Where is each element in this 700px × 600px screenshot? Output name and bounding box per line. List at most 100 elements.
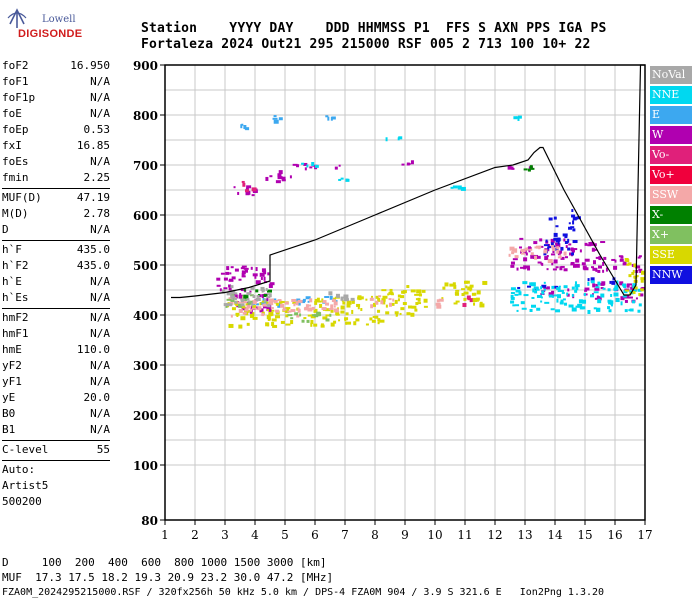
echo-point bbox=[584, 287, 590, 291]
echo-point bbox=[527, 267, 531, 271]
echo-point bbox=[310, 322, 313, 327]
echo-point bbox=[277, 173, 282, 178]
echo-point bbox=[450, 186, 454, 189]
echo-point bbox=[508, 253, 511, 257]
echo-point bbox=[530, 254, 535, 259]
echo-point bbox=[516, 309, 519, 312]
header-values: Fortaleza 2024 Out21 295 215000 RSF 005 … bbox=[141, 37, 591, 52]
echo-point bbox=[593, 248, 597, 251]
echo-point bbox=[639, 269, 642, 273]
echo-point bbox=[538, 245, 542, 248]
echo-point bbox=[520, 266, 525, 269]
echo-point bbox=[596, 295, 599, 299]
echo-point bbox=[275, 315, 281, 319]
echo-point bbox=[263, 298, 266, 303]
param-row: h`Es N/A bbox=[2, 290, 110, 306]
echo-point bbox=[246, 322, 250, 326]
param-value: N/A bbox=[90, 155, 110, 168]
echo-point bbox=[479, 303, 485, 308]
param-value: 55 bbox=[96, 443, 110, 456]
echo-point bbox=[553, 285, 559, 288]
echo-point bbox=[469, 298, 473, 303]
echo-point bbox=[410, 312, 415, 317]
echo-point bbox=[611, 258, 616, 261]
echo-point bbox=[575, 263, 580, 268]
echo-point bbox=[241, 275, 246, 278]
echo-point bbox=[410, 289, 416, 293]
param-name: foF1 bbox=[2, 75, 29, 88]
echo-point bbox=[623, 286, 627, 289]
echo-point bbox=[266, 307, 272, 312]
echo-point bbox=[325, 302, 330, 306]
echo-point bbox=[436, 304, 442, 309]
echo-point bbox=[305, 296, 311, 300]
echo-point bbox=[236, 314, 239, 318]
echo-point bbox=[539, 245, 544, 248]
param-row: h`F 435.0 bbox=[2, 242, 110, 258]
param-name: yF1 bbox=[2, 375, 22, 388]
echo-point bbox=[273, 300, 278, 304]
footer-muf: MUF 17.3 17.5 18.2 19.3 20.9 23.2 30.0 4… bbox=[2, 571, 334, 584]
param-value: N/A bbox=[90, 407, 110, 420]
echo-point bbox=[240, 316, 246, 321]
echo-point bbox=[512, 248, 518, 252]
param-name: hmF2 bbox=[2, 311, 29, 324]
scaled-parameters-panel: foF2 16.950 foF1 N/A foF1p N/A foE N/A foEp 0.53 f… bbox=[2, 58, 110, 510]
echo-point bbox=[261, 294, 264, 299]
echo-point bbox=[397, 294, 401, 298]
echo-point bbox=[574, 289, 578, 293]
echo-point bbox=[314, 164, 319, 168]
echo-point bbox=[275, 311, 280, 315]
echo-point bbox=[304, 167, 307, 171]
echo-point bbox=[246, 292, 252, 296]
echo-point bbox=[530, 304, 536, 308]
echo-point bbox=[547, 243, 550, 247]
x-tick-label: 9 bbox=[401, 528, 409, 542]
echo-point bbox=[250, 286, 255, 290]
echo-point bbox=[241, 300, 247, 304]
echo-point bbox=[560, 256, 565, 260]
echo-point bbox=[231, 276, 236, 280]
echo-point bbox=[444, 282, 449, 287]
echo-point bbox=[334, 166, 338, 170]
echo-point bbox=[537, 261, 542, 264]
echo-point bbox=[536, 288, 540, 291]
echo-point bbox=[583, 293, 586, 297]
echo-point bbox=[282, 308, 287, 311]
echo-point bbox=[616, 280, 619, 285]
echo-point bbox=[266, 298, 269, 301]
echo-point bbox=[577, 303, 583, 308]
echo-point bbox=[226, 292, 232, 296]
echo-point bbox=[550, 308, 555, 311]
legend-item: E bbox=[650, 106, 692, 124]
echo-point bbox=[375, 295, 379, 299]
echo-point bbox=[638, 303, 642, 307]
echo-point bbox=[394, 311, 399, 315]
echo-point bbox=[305, 304, 309, 308]
echo-point bbox=[252, 273, 258, 277]
echo-point bbox=[243, 267, 249, 270]
echo-point bbox=[561, 291, 565, 294]
echo-point bbox=[424, 299, 428, 302]
echo-point bbox=[397, 298, 400, 302]
echo-point bbox=[454, 292, 459, 296]
echo-point bbox=[463, 291, 469, 295]
echo-point bbox=[291, 298, 297, 302]
y-tick-label: 900 bbox=[133, 59, 158, 73]
echo-point bbox=[551, 295, 554, 298]
param-name: yE bbox=[2, 391, 16, 404]
echo-point bbox=[355, 318, 360, 322]
echo-point bbox=[275, 180, 281, 184]
y-tick-label: 200 bbox=[133, 409, 158, 423]
echo-point bbox=[553, 259, 558, 264]
echo-point bbox=[358, 296, 364, 300]
x-tick-label: 4 bbox=[251, 528, 259, 542]
echo-point bbox=[259, 272, 265, 277]
echo-point bbox=[230, 290, 236, 295]
echo-point bbox=[380, 300, 384, 305]
echo-point bbox=[567, 247, 571, 251]
echo-point bbox=[296, 314, 300, 318]
echo-point bbox=[389, 288, 393, 292]
echo-point bbox=[251, 187, 257, 192]
echo-point bbox=[469, 287, 472, 292]
